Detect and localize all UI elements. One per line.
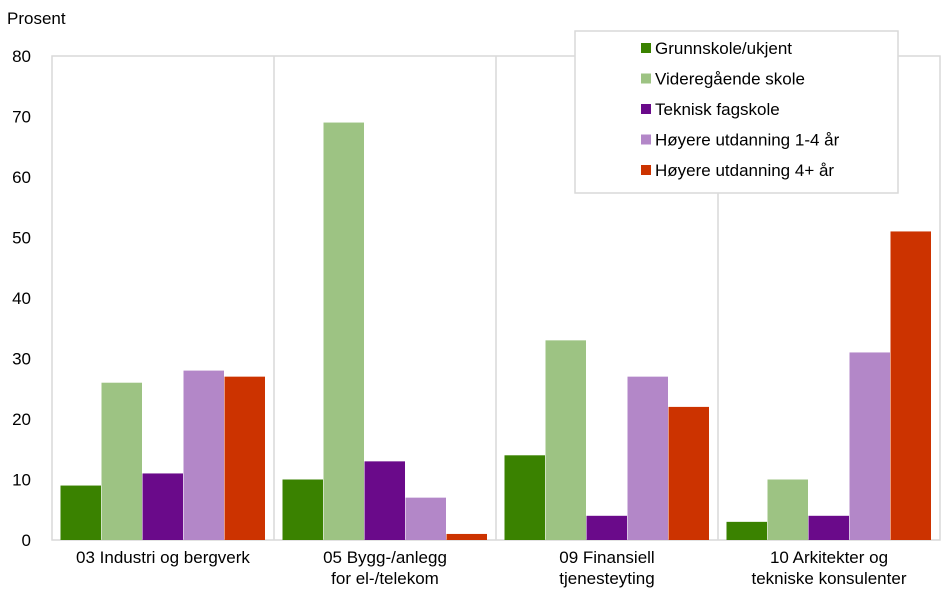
x-axis-labels: 03 Industri og bergverk 05 Bygg-/anlegg fo…: [76, 548, 907, 588]
y-tick-label: 50: [12, 229, 31, 248]
bar: [586, 515, 627, 540]
bar: [101, 382, 142, 540]
bars: [60, 122, 931, 541]
legend-swatch: [641, 73, 651, 84]
bar: [60, 485, 101, 540]
legend-swatch: [641, 43, 651, 53]
bar: [726, 521, 767, 540]
y-tick-label: 20: [12, 410, 31, 429]
legend-swatch: [641, 134, 651, 145]
x-tick-label: 05 Bygg-/anlegg: [323, 548, 447, 567]
bar: [849, 352, 890, 540]
bar: [142, 473, 183, 540]
y-tick-label: 70: [12, 108, 31, 127]
bar: [446, 533, 487, 540]
bar: [183, 370, 224, 540]
legend-swatch: [641, 104, 651, 114]
x-tick-label: tekniske konsulenter: [752, 569, 907, 588]
legend: Grunnskole/ukjent Videregående skole Tekni…: [574, 30, 899, 194]
bar: [808, 515, 849, 540]
y-tick-label: 40: [12, 289, 31, 308]
y-axis-ticks: 0 10 20 30 40 50 60 70 80: [12, 47, 31, 550]
bar: [405, 497, 446, 540]
bar: [767, 479, 808, 540]
bar: [364, 461, 405, 540]
legend-label: Høyere utdanning 1-4 år: [655, 131, 840, 150]
x-tick-label: tjenesteyting: [559, 569, 654, 588]
y-tick-label: 10: [12, 471, 31, 490]
bar: [668, 406, 709, 540]
x-tick-label: 03 Industri og bergverk: [76, 548, 250, 567]
bar: [224, 376, 265, 540]
legend-label: Videregående skole: [655, 70, 805, 89]
x-tick-label: 10 Arkitekter og: [770, 548, 888, 567]
grid-lines: [51, 55, 941, 541]
bar: [504, 455, 545, 540]
y-tick-label: 30: [12, 350, 31, 369]
y-tick-label: 80: [12, 47, 31, 66]
bar: [890, 231, 931, 540]
legend-label: Teknisk fagskole: [655, 100, 780, 119]
bar: [627, 376, 668, 540]
y-tick-label: 0: [22, 531, 31, 550]
x-tick-label: 09 Finansiell: [559, 548, 654, 567]
bar: [323, 122, 364, 541]
legend-label: Høyere utdanning 4+ år: [655, 161, 834, 180]
y-tick-label: 60: [12, 168, 31, 187]
bar: [545, 340, 586, 540]
legend-swatch: [641, 165, 651, 175]
bar: [282, 479, 323, 540]
y-axis-title: Prosent: [7, 9, 66, 28]
legend-label: Grunnskole/ukjent: [655, 39, 792, 58]
legend-box: [574, 30, 899, 194]
x-tick-label: for el-/telekom: [331, 569, 439, 588]
